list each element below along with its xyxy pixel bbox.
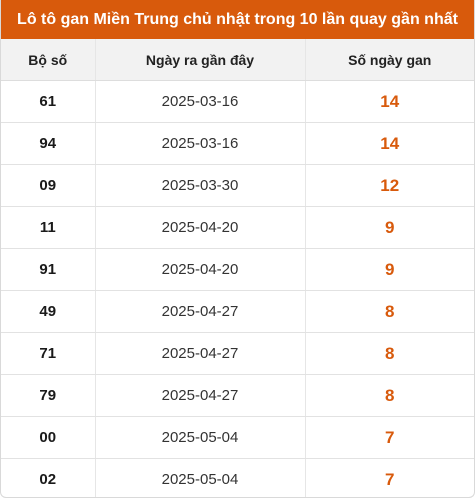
header-number: Bộ số bbox=[1, 39, 95, 81]
number-cell: 09 bbox=[1, 164, 95, 207]
date-cell: 2025-04-27 bbox=[94, 374, 306, 417]
gap-cell: 7 bbox=[385, 469, 395, 489]
date-cell: 2025-04-27 bbox=[94, 290, 306, 333]
number-cell: 11 bbox=[1, 206, 95, 249]
gap-cell: 8 bbox=[305, 290, 474, 333]
number-cell: 71 bbox=[1, 332, 95, 375]
date-cell: 2025-05-04 bbox=[94, 416, 306, 459]
number-cell: 02 bbox=[39, 471, 57, 488]
gap-cell: 9 bbox=[305, 206, 474, 249]
gap-cell: 8 bbox=[305, 332, 474, 375]
date-cell: 2025-05-04 bbox=[94, 458, 306, 497]
gap-cell: 14 bbox=[305, 122, 474, 165]
gap-cell: 8 bbox=[305, 374, 474, 417]
header-recent-date: Ngày ra gần đây bbox=[94, 39, 306, 81]
header-gap-days: Số ngày gan bbox=[305, 39, 474, 81]
date-cell: 2025-03-16 bbox=[94, 80, 306, 123]
table-row: 71 2025-04-27 8 bbox=[1, 332, 474, 375]
number-cell: 79 bbox=[1, 374, 95, 417]
table-row: 09 2025-03-30 12 bbox=[1, 164, 474, 207]
number-cell: 49 bbox=[1, 290, 95, 333]
header-row: Bộ số Ngày ra gần đây Số ngày gan bbox=[1, 39, 474, 81]
gap-cell: 14 bbox=[305, 80, 474, 123]
gap-cell: 7 bbox=[305, 416, 474, 459]
table-row: 94 2025-03-16 14 bbox=[1, 122, 474, 165]
table-row: 02 2025-05-04 7 bbox=[1, 458, 474, 497]
gap-cell: 9 bbox=[305, 248, 474, 291]
date-cell: 2025-04-27 bbox=[94, 332, 306, 375]
table-row: 49 2025-04-27 8 bbox=[1, 290, 474, 333]
table-row: 91 2025-04-20 9 bbox=[1, 248, 474, 291]
date-cell: 2025-04-20 bbox=[94, 206, 306, 249]
date-cell: 2025-03-16 bbox=[94, 122, 306, 165]
number-cell: 00 bbox=[1, 416, 95, 459]
lo-gan-table: Bộ số Ngày ra gần đây Số ngày gan 61 202… bbox=[1, 39, 474, 497]
number-cell: 91 bbox=[1, 248, 95, 291]
table-row: 61 2025-03-16 14 bbox=[1, 80, 474, 123]
table-row: 11 2025-04-20 9 bbox=[1, 206, 474, 249]
table-row: 79 2025-04-27 8 bbox=[1, 374, 474, 417]
date-cell: 2025-03-30 bbox=[94, 164, 306, 207]
date-cell: 2025-04-20 bbox=[94, 248, 306, 291]
gap-cell: 12 bbox=[305, 164, 474, 207]
table-title: Lô tô gan Miền Trung chủ nhật trong 10 l… bbox=[1, 0, 474, 39]
table-header: Bộ số Ngày ra gần đây Số ngày gan bbox=[1, 39, 474, 81]
number-cell: 94 bbox=[1, 122, 95, 165]
table-row: 00 2025-05-04 7 bbox=[1, 416, 474, 459]
number-cell: 61 bbox=[1, 80, 95, 123]
table-body: 61 2025-03-16 14 94 2025-03-16 14 09 202… bbox=[1, 80, 474, 497]
